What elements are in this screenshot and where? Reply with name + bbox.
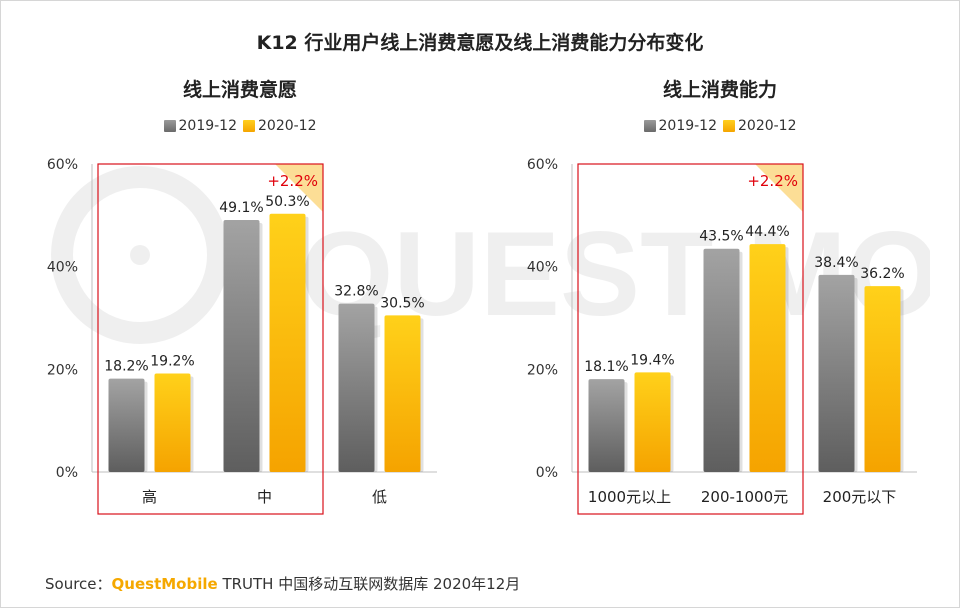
legend-swatch-2020 bbox=[243, 120, 255, 132]
chart-capability: 0% 20% 40% 60% +2.2% 18.1% 19.4% 1000元以上 43.5% 44… bbox=[527, 157, 917, 515]
bar-2020 bbox=[269, 213, 306, 472]
bar-2019 bbox=[703, 248, 740, 472]
chart-title-willingness: 线上消费意愿 bbox=[182, 79, 297, 101]
data-label: 38.4% bbox=[814, 255, 858, 271]
data-label: 18.2% bbox=[104, 359, 148, 375]
data-label: 18.1% bbox=[584, 359, 628, 375]
x-category-label: 高 bbox=[142, 488, 157, 506]
source-text: TRUTH 中国移动互联网数据库 2020年12月 bbox=[217, 575, 521, 593]
bar-2020 bbox=[864, 286, 901, 472]
bar-2019 bbox=[108, 378, 145, 472]
bar-2019 bbox=[818, 274, 855, 472]
x-category-label: 中 bbox=[257, 488, 272, 506]
chart-title-capability: 线上消费能力 bbox=[662, 79, 777, 101]
bar-2019 bbox=[223, 219, 260, 472]
legend-swatch-2019 bbox=[163, 120, 176, 132]
bar-2019 bbox=[338, 303, 375, 472]
x-category-label: 200-1000元 bbox=[701, 488, 788, 506]
data-label: 43.5% bbox=[699, 229, 743, 245]
data-label: 36.2% bbox=[860, 266, 904, 282]
legend-swatch-2019 bbox=[643, 120, 656, 132]
source-brand: QuestMobile bbox=[111, 575, 218, 593]
bar-2020 bbox=[634, 372, 671, 472]
data-label: 50.3% bbox=[265, 194, 309, 210]
legend-swatch-2020 bbox=[723, 120, 735, 132]
highlight-box bbox=[97, 163, 324, 515]
y-tick-label: 40% bbox=[527, 260, 558, 276]
y-tick-label: 0% bbox=[536, 465, 558, 481]
change-label: +2.2% bbox=[267, 172, 318, 190]
x-category-label: 1000元以上 bbox=[588, 488, 671, 506]
bar-2020 bbox=[384, 315, 421, 472]
highlight-corner bbox=[275, 164, 323, 212]
legend-item-2019: 2019-12 bbox=[643, 118, 718, 134]
highlight-box bbox=[577, 163, 804, 515]
y-tick-label: 60% bbox=[527, 157, 558, 173]
legend-item-2020: 2020-12 bbox=[243, 118, 317, 134]
data-label: 30.5% bbox=[380, 295, 424, 311]
highlight-corner bbox=[755, 164, 803, 212]
data-label: 44.4% bbox=[745, 224, 789, 240]
data-label: 49.1% bbox=[219, 200, 263, 216]
main-title: K12 行业用户线上消费意愿及线上消费能力分布变化 bbox=[256, 32, 704, 54]
x-category-label: 200元以下 bbox=[823, 488, 897, 506]
x-category-label: 低 bbox=[372, 488, 387, 506]
y-tick-label: 20% bbox=[47, 362, 78, 378]
source-prefix: Source： bbox=[45, 575, 112, 593]
y-tick-label: 20% bbox=[527, 362, 558, 378]
source-note: Source：QuestMobile TRUTH 中国移动互联网数据库 2020… bbox=[45, 573, 520, 594]
legend-item-2019: 2019-12 bbox=[163, 118, 238, 134]
y-tick-label: 60% bbox=[47, 157, 78, 173]
legend-label-2020: 2020-12 bbox=[258, 118, 317, 134]
bar-2020 bbox=[749, 244, 786, 472]
legend-item-2020: 2020-12 bbox=[723, 118, 797, 134]
data-label: 19.2% bbox=[150, 353, 194, 369]
legend-label-2019: 2019-12 bbox=[658, 118, 718, 134]
bar-2020 bbox=[154, 373, 191, 472]
change-label: +2.2% bbox=[747, 172, 798, 190]
legend-willingness: 2019-12 2020-12 bbox=[90, 118, 390, 134]
data-label: 32.8% bbox=[334, 284, 378, 300]
y-tick-label: 0% bbox=[56, 465, 78, 481]
chart-willingness: 0% 20% 40% 60% +2.2% 18.2% 19.2% 高 49.1% 50.3% 中 32… bbox=[47, 157, 437, 515]
legend-label-2020: 2020-12 bbox=[738, 118, 797, 134]
legend-label-2019: 2019-12 bbox=[178, 118, 238, 134]
y-tick-label: 40% bbox=[47, 260, 78, 276]
bar-2019 bbox=[588, 379, 625, 472]
legend-capability: 2019-12 2020-12 bbox=[570, 118, 870, 134]
data-label: 19.4% bbox=[630, 352, 674, 368]
